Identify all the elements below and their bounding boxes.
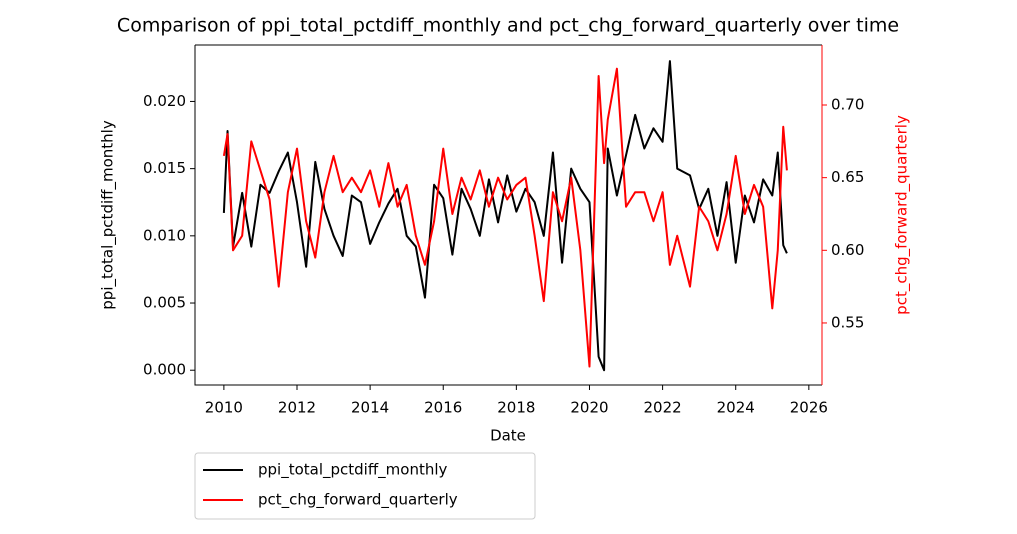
x-tick-label: 2022 [644,399,682,417]
y2-tick-label: 0.55 [831,313,864,331]
y2-tick-label: 0.60 [831,241,864,259]
x-tick-label: 2026 [790,399,828,417]
y-tick-label: 0.000 [143,361,186,379]
y-tick-label: 0.010 [143,226,186,244]
chart-title: Comparison of ppi_total_pctdiff_monthly … [117,15,899,37]
x-tick-label: 2012 [278,399,316,417]
x-tick-label: 2010 [205,399,243,417]
x-tick-label: 2020 [570,399,608,417]
x-tick-label: 2024 [717,399,755,417]
legend-label: ppi_total_pctdiff_monthly [258,461,448,480]
x-axis-label: Date [490,427,526,445]
y-tick-label: 0.020 [143,92,186,110]
x-tick-label: 2016 [424,399,462,417]
series-line [222,67,788,368]
y-axis-label: ppi_total_pctdiff_monthly [99,120,118,310]
x-tick-label: 2014 [351,399,389,417]
plot-frame [194,44,822,386]
y-tick-label: 0.015 [143,159,186,177]
y2-tick-label: 0.70 [831,96,864,114]
legend-box [194,452,536,520]
y2-tick-label: 0.65 [831,168,864,186]
legend-label: pct_chg_forward_quarterly [258,491,458,510]
y-tick-label: 0.005 [143,294,186,312]
y2-axis-label: pct_chg_forward_quarterly [893,115,912,315]
x-tick-label: 2018 [497,399,535,417]
series-line [222,60,788,372]
